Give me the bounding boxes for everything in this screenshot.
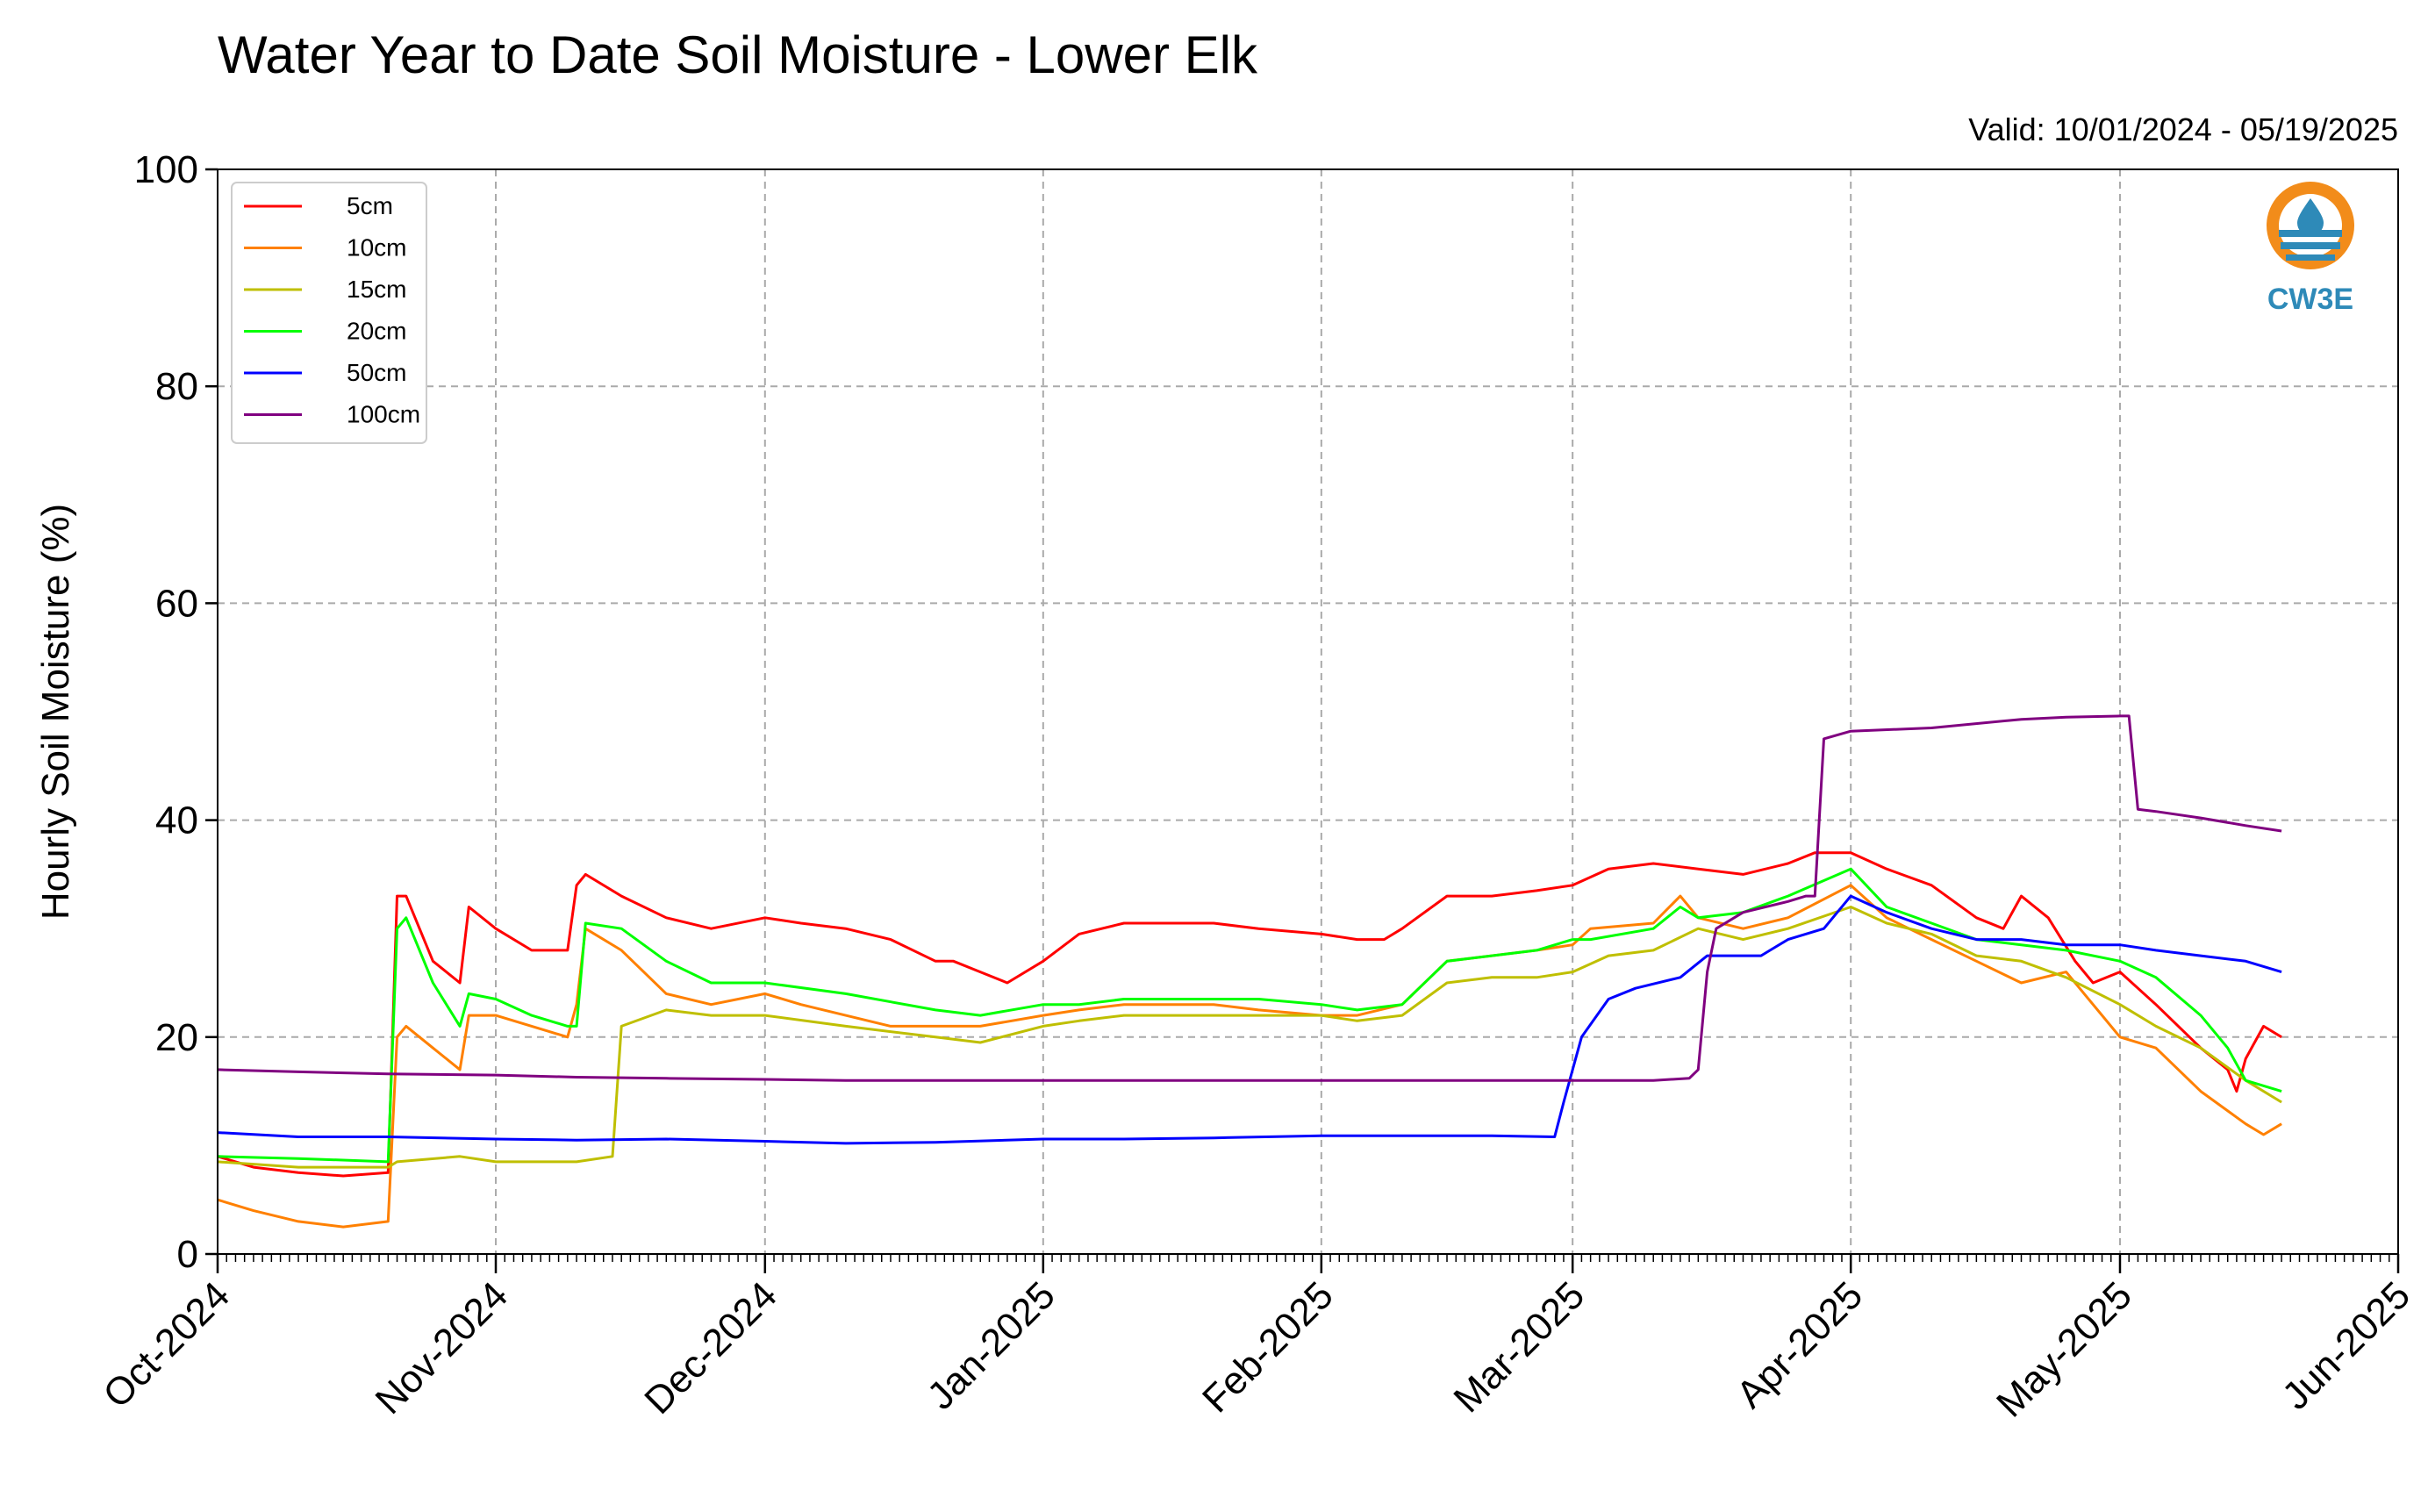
raindrop-icon [2297, 198, 2324, 236]
logo-text: CW3E [2267, 283, 2353, 316]
legend-label: 50cm [347, 359, 406, 386]
legend-label: 15cm [347, 276, 406, 303]
valid-date-range: Valid: 10/01/2024 - 05/19/2025 [1968, 111, 2398, 147]
logo-wave-bands [2279, 230, 2342, 261]
y-tick-label: 80 [155, 365, 198, 408]
series-lines [217, 714, 2282, 1229]
x-tick-marks [216, 1254, 2400, 1273]
chart-title: Water Year to Date Soil Moisture - Lower… [218, 25, 1258, 84]
y-tick-label: 0 [177, 1233, 198, 1276]
series-line-10cm [217, 884, 2282, 1229]
legend-label: 5cm [347, 192, 393, 219]
legend-label: 10cm [347, 234, 406, 262]
series-line-100cm [217, 714, 2282, 1082]
cw3e-logo: CW3E [2267, 182, 2354, 316]
legend-label: 20cm [347, 318, 406, 345]
y-tick-label: 100 [134, 148, 198, 191]
legend: 5cm 10cm 15cm 20cm 50cm 100cm [231, 182, 427, 444]
y-tick-label: 60 [155, 582, 198, 625]
y-tick-label: 20 [155, 1016, 198, 1059]
y-tick-label: 40 [155, 799, 198, 842]
y-axis-label: Hourly Soil Moisture (%) [34, 504, 77, 920]
legend-label: 100cm [347, 401, 420, 428]
series-line-5cm [217, 851, 2282, 1178]
plot-frame [217, 168, 2399, 1255]
series-line-50cm [217, 894, 2282, 1145]
y-tick-labels: 0 20 40 60 80 100 [134, 148, 218, 1276]
series-line-15cm [217, 906, 2282, 1169]
